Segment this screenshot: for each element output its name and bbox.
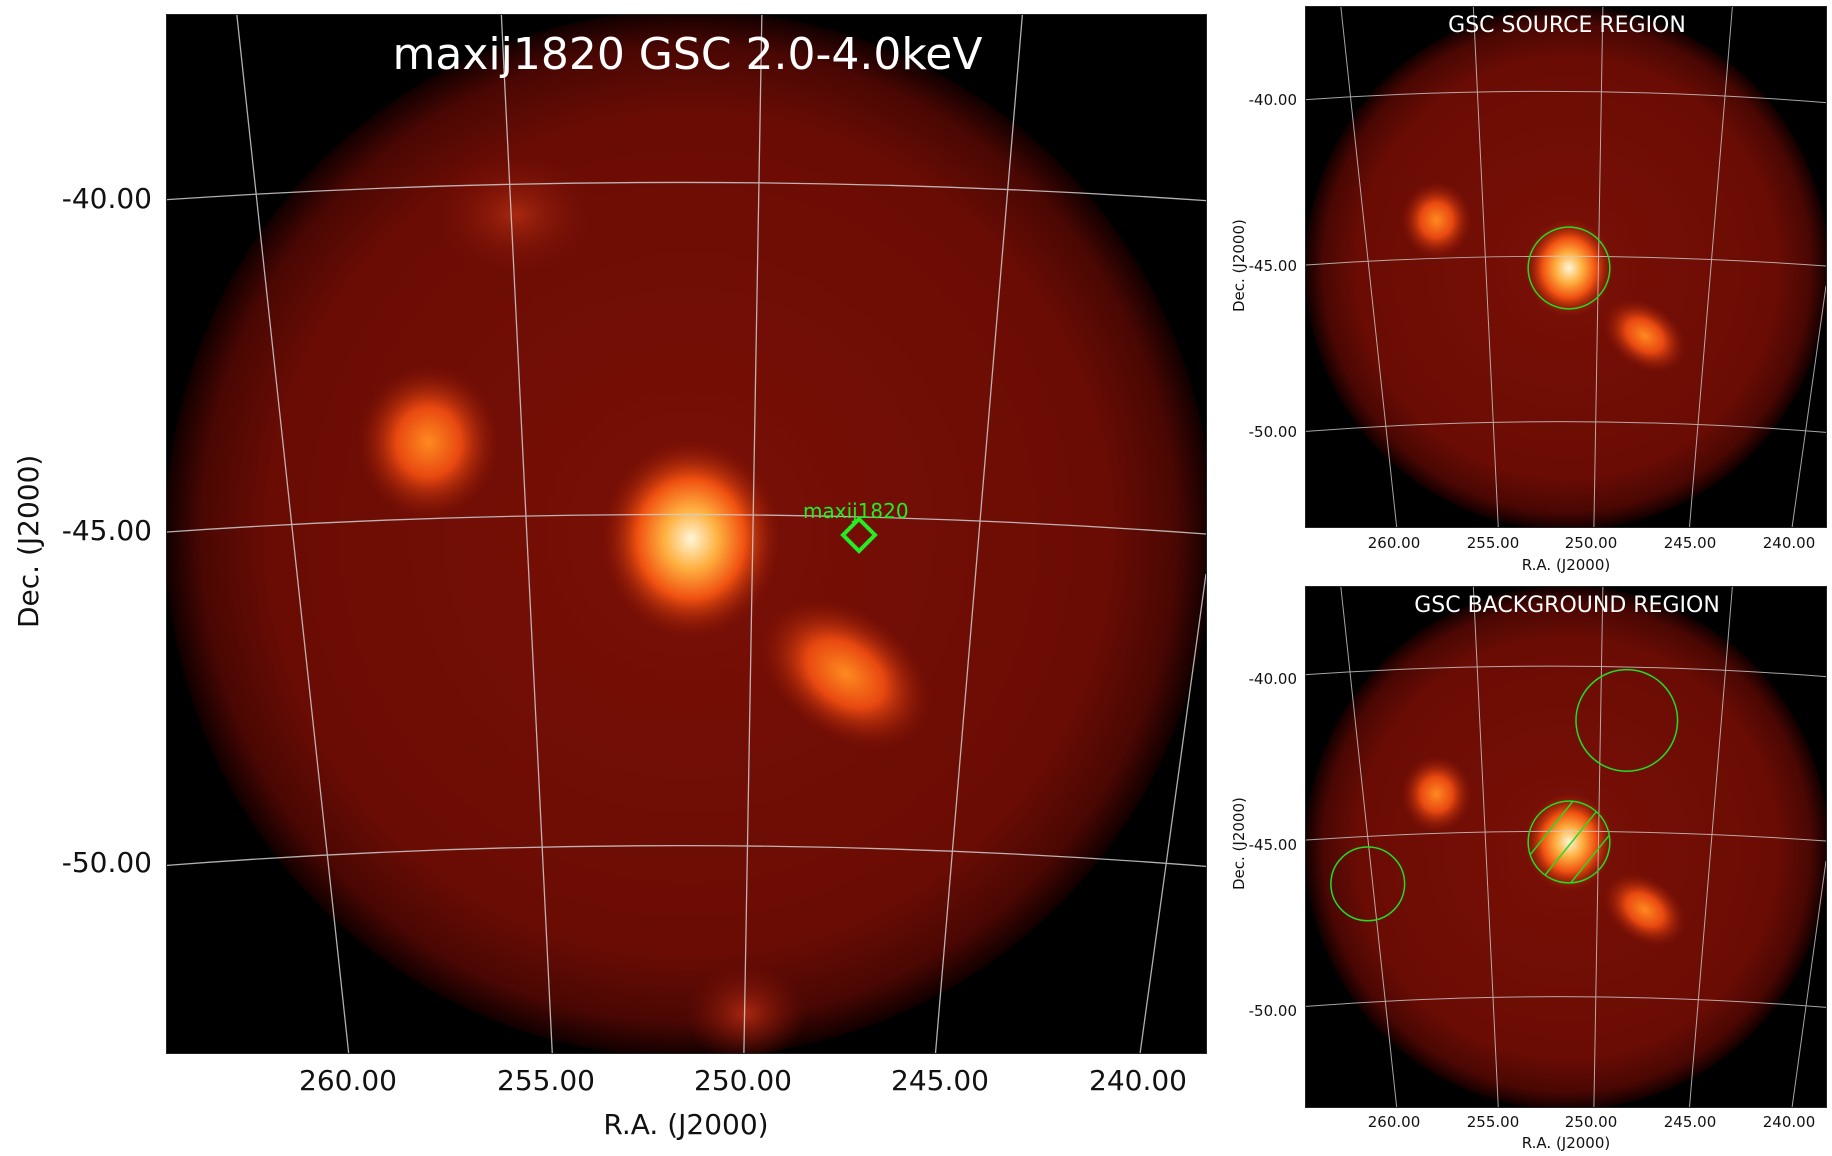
source-y-axis-label: Dec. (J2000) <box>1230 219 1248 312</box>
source-xtick: 260.00 <box>1367 534 1421 552</box>
main-xtick: 245.00 <box>891 1064 989 1097</box>
main-xtick: 240.00 <box>1089 1064 1187 1097</box>
source-marker-label: maxij1820 <box>803 499 909 523</box>
main-panel: maxij1820 GSC 2.0-4.0keV maxij1820 -40.0… <box>12 14 1207 1141</box>
background-ytick: -40.00 <box>1248 670 1297 688</box>
source-blob-lower-right <box>1602 872 1687 947</box>
source-diamond-marker[interactable] <box>839 515 879 555</box>
main-sky-svg <box>167 15 1206 1053</box>
coordinate-grid <box>167 15 1206 1053</box>
source-xtick: 250.00 <box>1564 534 1618 552</box>
main-ytick: -45.00 <box>61 514 152 547</box>
background-xtick: 245.00 <box>1663 1113 1717 1131</box>
source-sky-svg <box>1306 7 1826 527</box>
background-xtick: 240.00 <box>1762 1113 1816 1131</box>
source-x-axis-label: R.A. (J2000) <box>1521 556 1611 574</box>
background-x-axis-label: R.A. (J2000) <box>1521 1134 1611 1152</box>
faint-blob-bottom <box>686 963 806 1053</box>
source-blob-lower-right <box>759 598 932 750</box>
background-ytick: -45.00 <box>1248 836 1297 854</box>
coordinate-grid <box>1306 587 1826 1107</box>
source-xtick: 240.00 <box>1762 534 1816 552</box>
main-ytick: -50.00 <box>61 846 152 879</box>
background-panel-title: GSC BACKGROUND REGION <box>1414 593 1720 618</box>
source-blob-left <box>1400 755 1473 834</box>
main-xtick: 250.00 <box>694 1064 792 1097</box>
background-xtick: 260.00 <box>1367 1113 1421 1131</box>
main-x-axis-label: R.A. (J2000) <box>603 1108 769 1141</box>
main-xtick: 255.00 <box>497 1064 595 1097</box>
background-y-axis-label: Dec. (J2000) <box>1230 797 1248 890</box>
source-xtick: 255.00 <box>1466 534 1520 552</box>
background-region-circle-upper <box>1575 668 1679 773</box>
source-blob-central <box>601 439 781 639</box>
source-blob-left <box>1400 181 1473 260</box>
background-sky-image[interactable]: GSC BACKGROUND REGION <box>1305 586 1827 1108</box>
source-panel-title: GSC SOURCE REGION <box>1448 13 1686 38</box>
main-title: maxij1820 GSC 2.0-4.0keV <box>392 29 983 80</box>
source-ytick: -45.00 <box>1248 257 1297 275</box>
main-xtick: 260.00 <box>299 1064 397 1097</box>
coordinate-grid <box>1306 7 1826 527</box>
background-xtick: 250.00 <box>1564 1113 1618 1131</box>
source-blob-left <box>356 364 501 521</box>
source-ytick: -40.00 <box>1248 91 1297 109</box>
main-y-axis-label: Dec. (J2000) <box>12 454 45 628</box>
main-ytick: -40.00 <box>61 182 152 215</box>
background-sky-svg <box>1306 587 1826 1107</box>
background-xtick: 255.00 <box>1466 1113 1520 1131</box>
source-region-circle <box>1527 226 1611 310</box>
excluded-source-circle <box>1527 800 1611 884</box>
source-region-panel: GSC SOURCE REGION -40.00 -45.00 -50.00 2… <box>1225 0 1832 578</box>
source-sky-image[interactable]: GSC SOURCE REGION <box>1305 6 1827 528</box>
source-xtick: 245.00 <box>1663 534 1717 552</box>
background-ytick: -50.00 <box>1248 1002 1297 1020</box>
excluded-source-hatch <box>1528 801 1610 883</box>
source-blob-lower-right <box>1602 298 1687 373</box>
source-ytick: -50.00 <box>1248 423 1297 441</box>
source-blob-central <box>1524 218 1614 318</box>
faint-blob-upper-left <box>436 154 597 275</box>
background-region-panel: GSC BACKGROUND REGION -40.00 -45.00 -50.… <box>1225 578 1832 1156</box>
background-region-circle-left <box>1330 846 1406 922</box>
main-sky-image[interactable]: maxij1820 GSC 2.0-4.0keV maxij1820 <box>166 14 1207 1054</box>
